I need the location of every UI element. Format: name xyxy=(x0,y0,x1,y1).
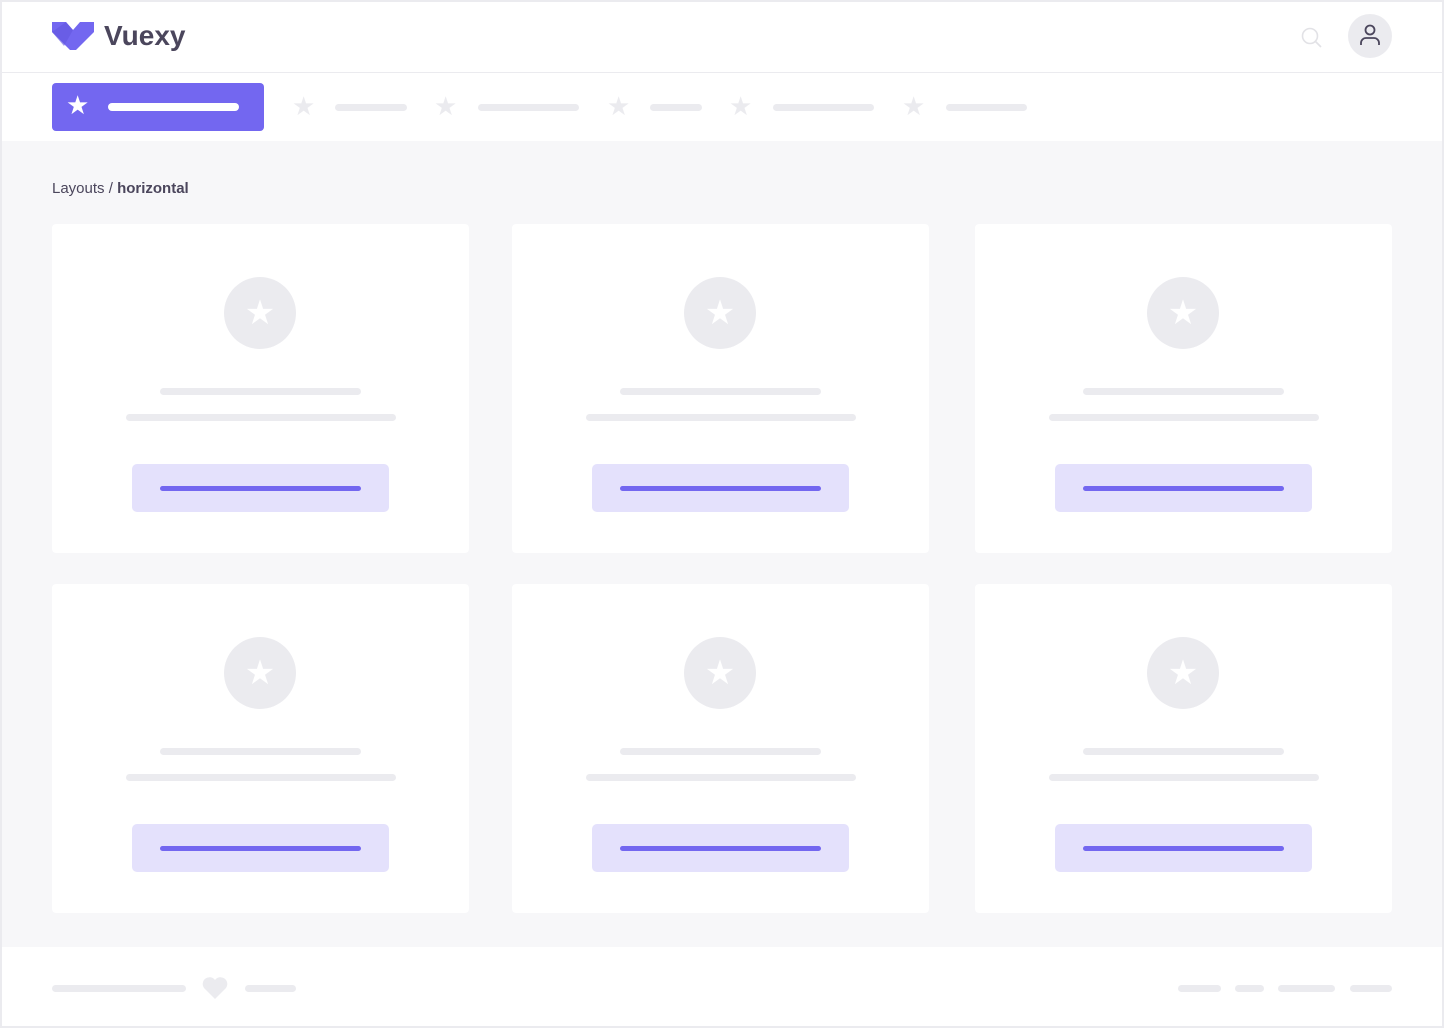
nav-item-active[interactable]: ★ xyxy=(52,83,264,131)
horizontal-nav: ★ ★ ★ ★ ★ ★ xyxy=(2,74,1442,141)
star-icon: ★ xyxy=(1147,277,1219,349)
card: ★ xyxy=(52,224,469,553)
nav-label-placeholder xyxy=(108,103,239,111)
star-icon: ★ xyxy=(684,637,756,709)
star-icon[interactable]: ★ xyxy=(607,92,631,122)
card: ★ xyxy=(975,584,1392,913)
card-title-placeholder xyxy=(620,388,821,395)
card-title-placeholder xyxy=(160,748,361,755)
star-icon: ★ xyxy=(684,277,756,349)
card-button[interactable] xyxy=(132,824,389,872)
card-button[interactable] xyxy=(1055,464,1312,512)
nav-item-3[interactable] xyxy=(650,104,702,111)
footer-link[interactable] xyxy=(1278,985,1335,992)
footer xyxy=(2,947,1442,1026)
card: ★ xyxy=(52,584,469,913)
footer-text-placeholder xyxy=(245,985,296,992)
card-title-placeholder xyxy=(1083,748,1284,755)
star-icon[interactable]: ★ xyxy=(292,92,316,122)
nav-item-5[interactable] xyxy=(946,104,1027,111)
card-button-label-placeholder xyxy=(1083,846,1284,851)
breadcrumb-parent[interactable]: Layouts xyxy=(52,180,105,197)
nav-item-2[interactable] xyxy=(478,104,579,111)
user-icon xyxy=(1360,24,1380,45)
breadcrumb-separator: / xyxy=(104,180,118,197)
card-text-placeholder xyxy=(1049,414,1319,421)
card-text-placeholder xyxy=(126,774,396,781)
card-button[interactable] xyxy=(132,464,389,512)
card-button[interactable] xyxy=(592,824,849,872)
star-icon: ★ xyxy=(1147,637,1219,709)
footer-link[interactable] xyxy=(1235,985,1264,992)
card-button[interactable] xyxy=(1055,824,1312,872)
card-button-label-placeholder xyxy=(1083,486,1284,491)
card-button-label-placeholder xyxy=(620,846,821,851)
card-button-label-placeholder xyxy=(160,846,361,851)
nav-item-1[interactable] xyxy=(335,104,407,111)
card: ★ xyxy=(512,584,929,913)
star-icon[interactable]: ★ xyxy=(434,92,458,122)
card-title-placeholder xyxy=(620,748,821,755)
star-icon: ★ xyxy=(224,277,296,349)
star-icon[interactable]: ★ xyxy=(902,92,926,122)
nav-item-4[interactable] xyxy=(773,104,874,111)
brand-name: Vuexy xyxy=(104,20,186,51)
avatar[interactable] xyxy=(1348,14,1392,58)
vuexy-logo-icon xyxy=(52,22,94,50)
breadcrumb-current: horizontal xyxy=(117,180,189,197)
card-title-placeholder xyxy=(160,388,361,395)
card-text-placeholder xyxy=(586,774,856,781)
card: ★ xyxy=(975,224,1392,553)
card-text-placeholder xyxy=(1049,774,1319,781)
star-icon: ★ xyxy=(224,637,296,709)
star-icon[interactable]: ★ xyxy=(729,92,753,122)
card-button-label-placeholder xyxy=(160,486,361,491)
card-text-placeholder xyxy=(126,414,396,421)
main-content: Layouts / horizontal ★ ★ ★ ★ ★ ★ xyxy=(2,141,1442,947)
card: ★ xyxy=(512,224,929,553)
breadcrumb: Layouts / horizontal xyxy=(52,180,189,197)
footer-link[interactable] xyxy=(1350,985,1392,992)
top-header: Vuexy xyxy=(2,2,1442,73)
heart-icon xyxy=(202,977,228,999)
footer-link[interactable] xyxy=(1178,985,1221,992)
star-icon: ★ xyxy=(66,91,90,121)
footer-text-placeholder xyxy=(52,985,186,992)
search-icon[interactable] xyxy=(1301,27,1323,49)
card-title-placeholder xyxy=(1083,388,1284,395)
card-button[interactable] xyxy=(592,464,849,512)
card-text-placeholder xyxy=(586,414,856,421)
card-button-label-placeholder xyxy=(620,486,821,491)
